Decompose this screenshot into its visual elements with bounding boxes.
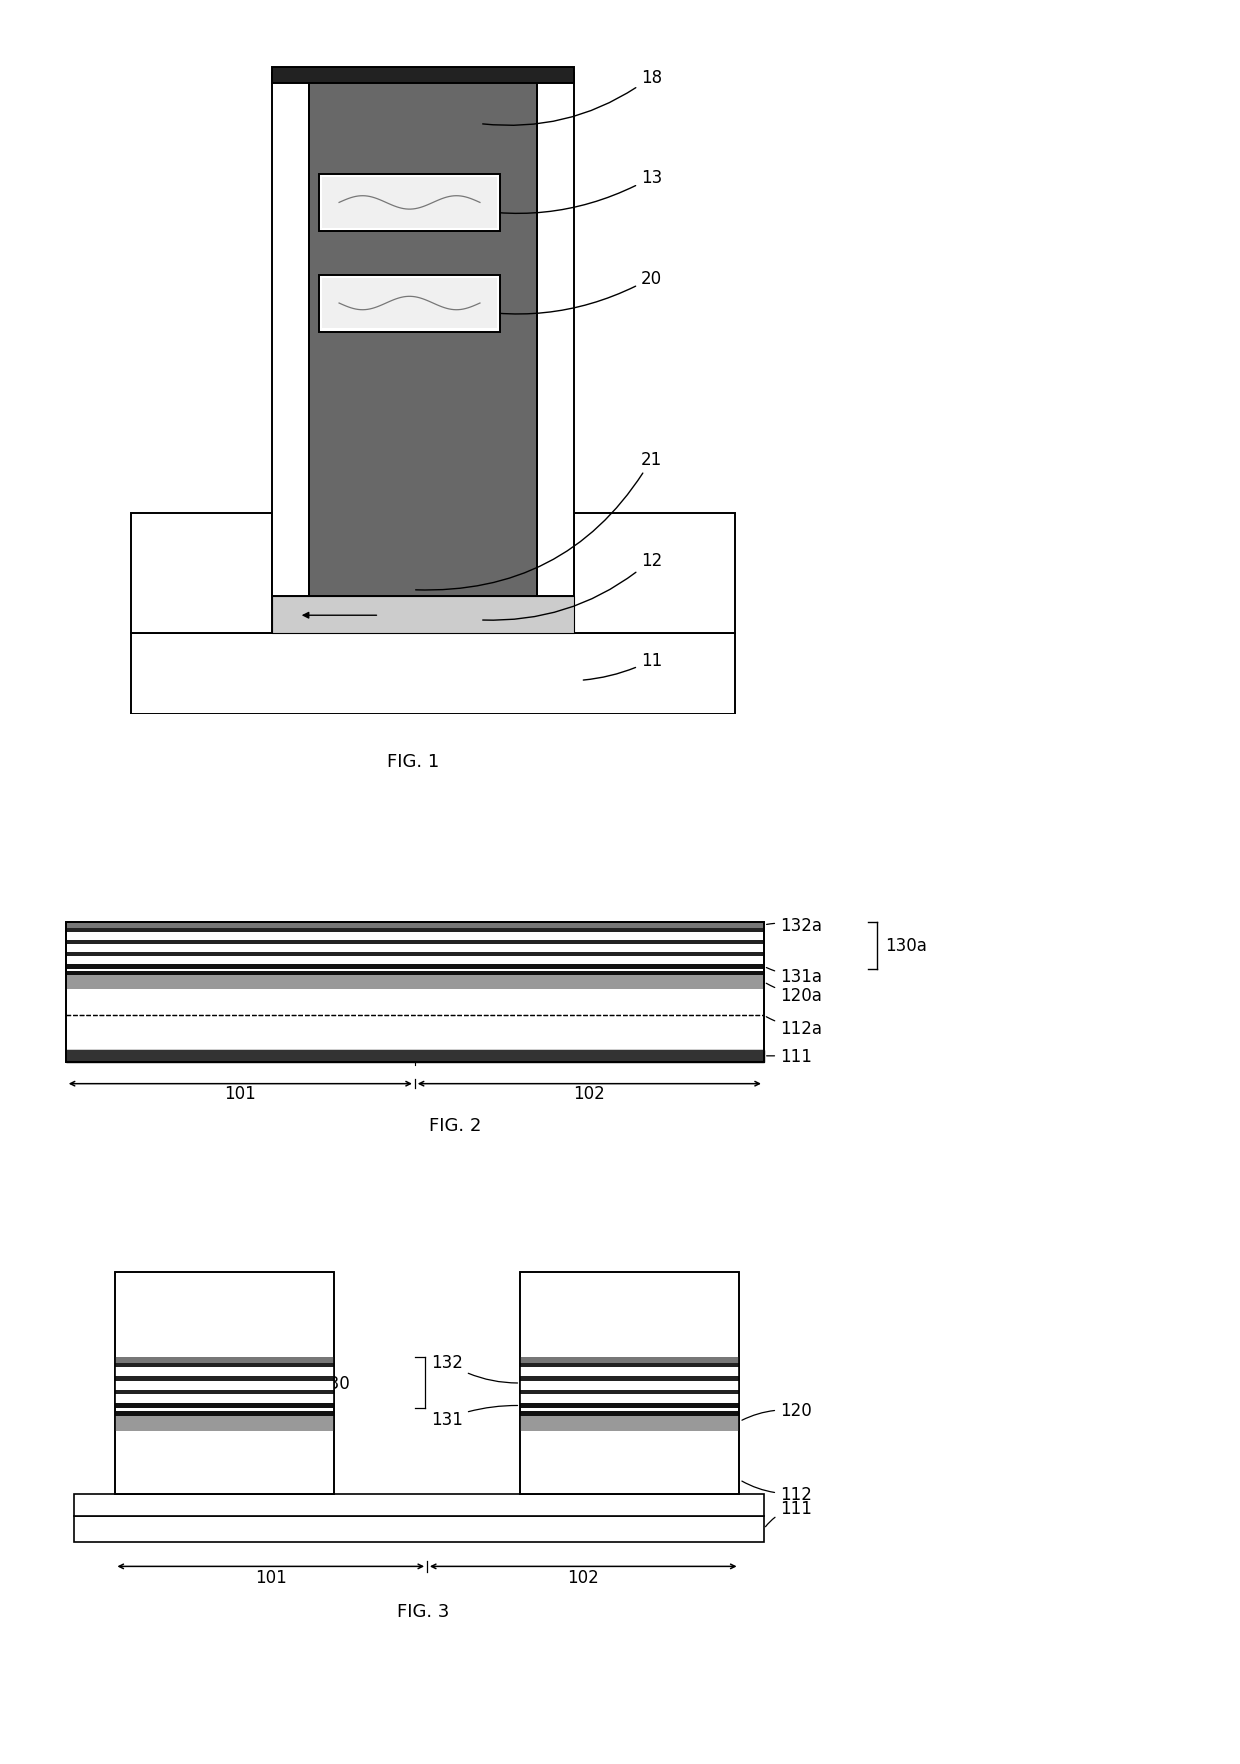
Text: 112: 112 [742, 1482, 812, 1503]
Bar [66, 956, 764, 965]
Bar [66, 928, 764, 933]
Text: 101: 101 [224, 1083, 257, 1102]
Text: 12: 12 [482, 552, 662, 621]
Bar [66, 975, 764, 990]
Bar [66, 928, 764, 933]
Text: 11: 11 [583, 653, 662, 681]
Text: 132: 132 [432, 1353, 517, 1383]
Text: 120a: 120a [766, 984, 822, 1004]
Bar [521, 1364, 739, 1367]
Bar [272, 598, 574, 633]
Bar [66, 956, 764, 965]
Text: 13: 13 [449, 169, 662, 213]
Text: FIG. 3: FIG. 3 [397, 1602, 449, 1621]
Bar [272, 74, 309, 598]
Bar [521, 1357, 739, 1364]
Bar [131, 513, 272, 633]
Bar [66, 923, 764, 1062]
Bar [66, 944, 764, 953]
Bar [66, 953, 764, 956]
Bar [521, 1367, 739, 1376]
Bar [114, 1272, 334, 1494]
Bar [521, 1411, 739, 1416]
Bar [272, 598, 574, 633]
Bar [114, 1364, 334, 1367]
Bar [521, 1402, 739, 1408]
Bar [521, 1394, 739, 1402]
Text: 102: 102 [568, 1568, 599, 1586]
Text: 18: 18 [482, 69, 662, 127]
Bar [66, 940, 764, 944]
Bar [114, 1272, 334, 1494]
Text: 120: 120 [742, 1402, 812, 1420]
Bar [114, 1367, 334, 1376]
Bar [537, 74, 574, 598]
Bar [66, 944, 764, 953]
Bar [74, 1515, 764, 1542]
Bar [114, 1402, 334, 1408]
Text: 131: 131 [432, 1406, 517, 1427]
Bar [322, 279, 497, 328]
Text: 131a: 131a [766, 968, 822, 986]
Text: FIG. 1: FIG. 1 [387, 753, 439, 771]
Bar [66, 923, 764, 1062]
Text: 20: 20 [449, 270, 662, 314]
Bar [272, 67, 574, 85]
Bar [114, 1394, 334, 1402]
Text: 101: 101 [255, 1568, 286, 1586]
Text: 130: 130 [319, 1374, 350, 1392]
Bar [114, 1357, 334, 1364]
Text: 111: 111 [766, 1048, 812, 1065]
Bar [319, 175, 500, 231]
Bar [66, 953, 764, 956]
Bar [66, 975, 764, 990]
Bar [521, 1272, 739, 1494]
Bar [114, 1390, 334, 1394]
Text: 111: 111 [765, 1499, 812, 1528]
Bar [114, 1416, 334, 1431]
Text: 102: 102 [573, 1083, 605, 1102]
Bar [66, 933, 764, 940]
Bar [309, 74, 537, 598]
Bar [114, 1411, 334, 1416]
Text: 130a: 130a [885, 937, 928, 954]
Bar [322, 178, 497, 228]
Bar [521, 1376, 739, 1381]
Text: FIG. 2: FIG. 2 [429, 1117, 481, 1134]
Bar [521, 1416, 739, 1431]
Bar [66, 965, 764, 968]
Bar [66, 1051, 764, 1062]
Bar [66, 940, 764, 944]
Bar [114, 1376, 334, 1381]
Bar [521, 1390, 739, 1394]
Text: 21: 21 [415, 452, 662, 591]
Bar [66, 923, 764, 928]
Bar [66, 972, 764, 975]
Bar [66, 972, 764, 975]
Bar [74, 1494, 764, 1515]
Bar [574, 513, 735, 633]
Bar [66, 923, 764, 1062]
Text: 132a: 132a [766, 917, 822, 935]
Bar [131, 633, 735, 714]
Bar [521, 1381, 739, 1390]
Bar [521, 1272, 739, 1494]
Bar [66, 933, 764, 940]
Bar [309, 74, 537, 598]
Bar [114, 1381, 334, 1390]
Bar [66, 1051, 764, 1062]
Bar [66, 965, 764, 968]
Bar [66, 923, 764, 928]
Bar [319, 275, 500, 332]
Text: 112a: 112a [766, 1018, 822, 1037]
